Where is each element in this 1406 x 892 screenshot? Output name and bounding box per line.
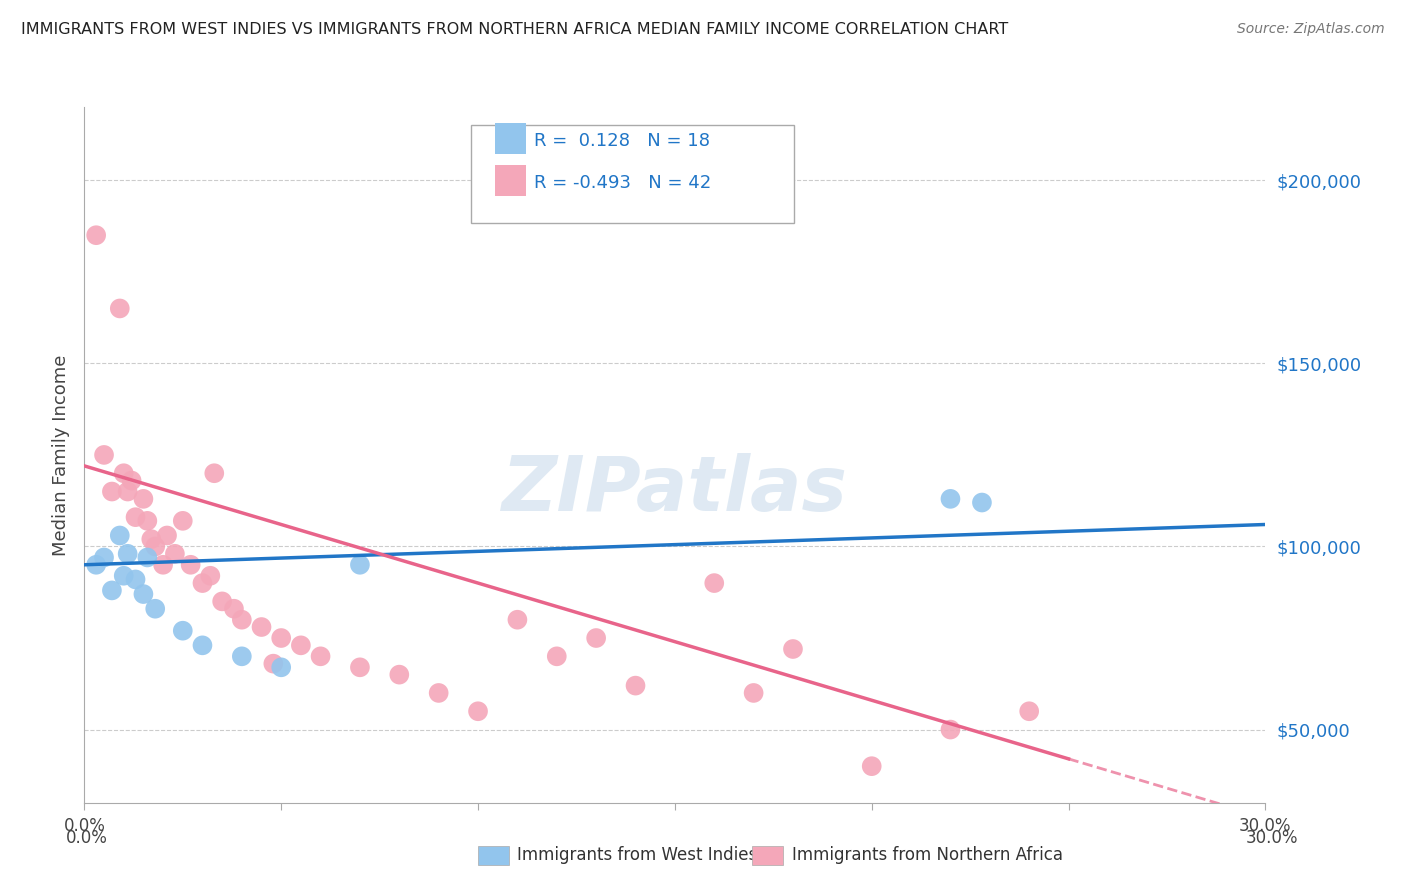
Point: [388, 667, 411, 681]
Point: [250, 620, 273, 634]
Point: [124, 573, 146, 587]
Point: [703, 576, 725, 591]
Point: [84, 558, 107, 572]
Point: [143, 601, 166, 615]
Point: [132, 491, 155, 506]
Point: [270, 660, 292, 674]
Text: IMMIGRANTS FROM WEST INDIES VS IMMIGRANTS FROM NORTHERN AFRICA MEDIAN FAMILY INC: IMMIGRANTS FROM WEST INDIES VS IMMIGRANT…: [21, 22, 1008, 37]
Point: [172, 514, 194, 528]
Text: Source: ZipAtlas.com: Source: ZipAtlas.com: [1237, 22, 1385, 37]
Point: [136, 514, 159, 528]
Point: [290, 638, 312, 652]
Point: [546, 649, 568, 664]
Text: ZIPatlas: ZIPatlas: [502, 453, 848, 526]
Point: [200, 568, 222, 582]
Point: [101, 583, 124, 598]
Point: [163, 547, 186, 561]
Text: 0.0%: 0.0%: [66, 829, 108, 847]
Point: [309, 649, 332, 664]
Point: [141, 532, 163, 546]
Point: [143, 540, 166, 554]
Point: [117, 547, 139, 561]
Point: [202, 467, 225, 481]
Point: [136, 550, 159, 565]
Point: [121, 474, 143, 488]
Point: [191, 638, 214, 652]
Point: [231, 649, 253, 664]
Point: [84, 228, 107, 243]
Point: [93, 448, 115, 462]
Text: R = -0.493   N = 42: R = -0.493 N = 42: [534, 174, 711, 192]
Point: [93, 550, 115, 565]
Point: [222, 601, 245, 615]
Point: [156, 528, 179, 542]
Point: [270, 631, 292, 645]
Point: [172, 624, 194, 638]
Point: [132, 587, 155, 601]
Point: [782, 642, 804, 657]
Point: [624, 679, 647, 693]
Point: [506, 613, 529, 627]
Point: [231, 613, 253, 627]
Point: [467, 704, 489, 718]
Point: [108, 528, 131, 542]
Y-axis label: Median Family Income: Median Family Income: [52, 354, 70, 556]
Point: [427, 686, 450, 700]
Point: [117, 484, 139, 499]
Point: [112, 467, 135, 481]
Point: [108, 301, 131, 316]
Point: [262, 657, 284, 671]
Point: [349, 660, 371, 674]
Point: [191, 576, 214, 591]
Point: [585, 631, 607, 645]
Point: [970, 495, 993, 509]
Point: [112, 568, 135, 582]
Point: [349, 558, 371, 572]
Point: [860, 759, 883, 773]
Text: Immigrants from Northern Africa: Immigrants from Northern Africa: [792, 847, 1063, 864]
Point: [152, 558, 174, 572]
Point: [124, 510, 146, 524]
Point: [742, 686, 765, 700]
Text: Immigrants from West Indies: Immigrants from West Indies: [517, 847, 758, 864]
Point: [1018, 704, 1040, 718]
Point: [211, 594, 233, 608]
Point: [939, 491, 962, 506]
Point: [180, 558, 202, 572]
Point: [939, 723, 962, 737]
Text: R =  0.128   N = 18: R = 0.128 N = 18: [534, 132, 710, 150]
Point: [101, 484, 124, 499]
Text: 30.0%: 30.0%: [1246, 829, 1298, 847]
